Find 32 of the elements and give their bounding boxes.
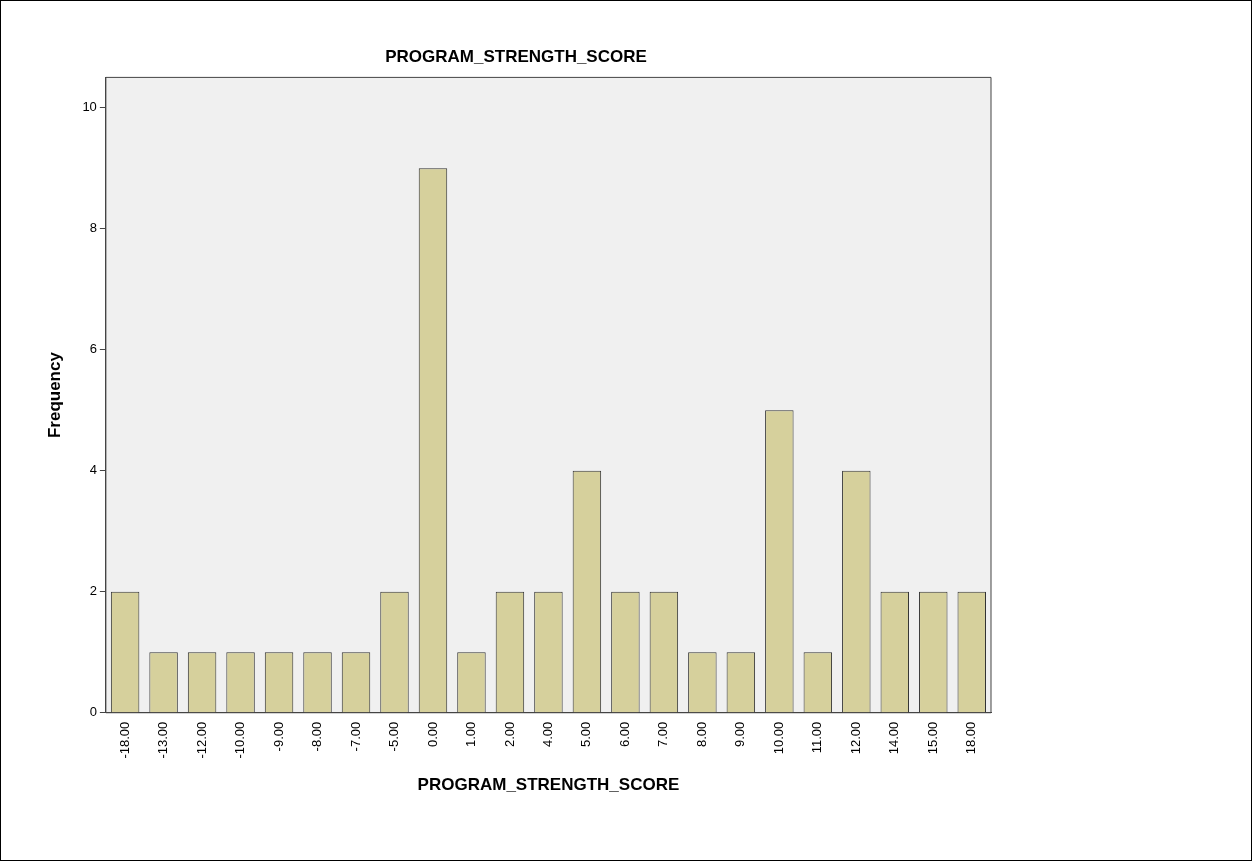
x-tick-label: 8.00 bbox=[693, 721, 709, 748]
x-tick-label: -10.00 bbox=[232, 721, 248, 759]
x-tick-label: 15.00 bbox=[924, 721, 940, 755]
y-tick-label: 8 bbox=[89, 220, 97, 236]
x-tick-label: 0.00 bbox=[424, 721, 440, 748]
x-tick-label: 9.00 bbox=[732, 721, 748, 748]
y-tick-label: 4 bbox=[89, 462, 97, 478]
x-tick-label: -5.00 bbox=[386, 721, 402, 752]
x-tick-label: 18.00 bbox=[963, 721, 979, 755]
x-tick-label: -9.00 bbox=[270, 721, 286, 752]
x-axis-title: PROGRAM_STRENGTH_SCORE bbox=[417, 775, 680, 795]
chart-title: PROGRAM_STRENGTH_SCORE bbox=[385, 46, 647, 66]
x-tick-label: 6.00 bbox=[616, 721, 632, 748]
x-tick-label: 4.00 bbox=[540, 721, 556, 748]
x-tick-label: 14.00 bbox=[886, 721, 902, 755]
x-tick-label: -18.00 bbox=[116, 721, 132, 759]
y-axis-title: Frequency bbox=[44, 351, 64, 439]
x-tick-label: 2.00 bbox=[501, 721, 517, 748]
x-tick-label: 5.00 bbox=[578, 721, 594, 748]
y-tick-label: 2 bbox=[89, 583, 97, 599]
x-tick-label: -8.00 bbox=[309, 721, 325, 752]
y-tick-label: 6 bbox=[89, 341, 97, 357]
x-tick-label: 12.00 bbox=[847, 721, 863, 755]
x-tick-label: 10.00 bbox=[770, 721, 786, 755]
x-tick-label: 11.00 bbox=[809, 721, 825, 754]
y-tick-label: 0 bbox=[89, 704, 97, 720]
x-tick-label: 7.00 bbox=[655, 721, 671, 748]
y-tick-label: 10 bbox=[82, 99, 97, 115]
x-tick-label: -12.00 bbox=[193, 721, 209, 759]
x-tick-label: -13.00 bbox=[155, 721, 171, 759]
x-tick-label: 1.00 bbox=[463, 721, 479, 748]
x-tick-label: -7.00 bbox=[347, 721, 363, 752]
